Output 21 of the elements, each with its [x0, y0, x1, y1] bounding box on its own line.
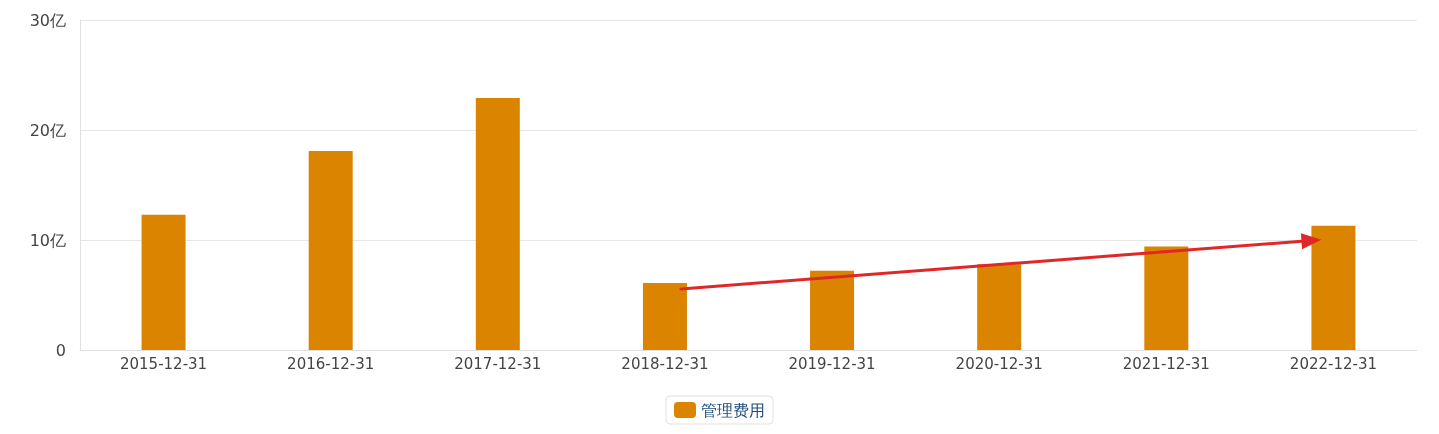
legend-label: 管理费用	[701, 400, 765, 420]
x-tick-label: 2017-12-31	[454, 354, 542, 373]
y-tick-label: 10亿	[29, 230, 66, 250]
bar	[1144, 246, 1189, 350]
x-tick-label: 2015-12-31	[119, 354, 208, 373]
bar	[141, 214, 186, 350]
x-tick-label: 2019-12-31	[788, 354, 876, 373]
bar	[308, 150, 353, 350]
bar	[810, 270, 855, 350]
x-tick-label: 2021-12-31	[1122, 354, 1210, 373]
x-tick-label: 2016-12-31	[287, 354, 375, 373]
x-tick-label: 2022-12-31	[1289, 354, 1378, 373]
bar	[977, 264, 1022, 350]
y-tick-label: 30亿	[29, 10, 66, 30]
x-tick-label: 2018-12-31	[621, 354, 709, 373]
x-tick-label: 2020-12-31	[955, 354, 1043, 373]
bar	[1311, 225, 1356, 350]
bar	[642, 282, 687, 350]
y-tick-label: 20亿	[29, 120, 66, 140]
y-tick-label: 0	[55, 340, 66, 360]
bar	[475, 98, 520, 350]
